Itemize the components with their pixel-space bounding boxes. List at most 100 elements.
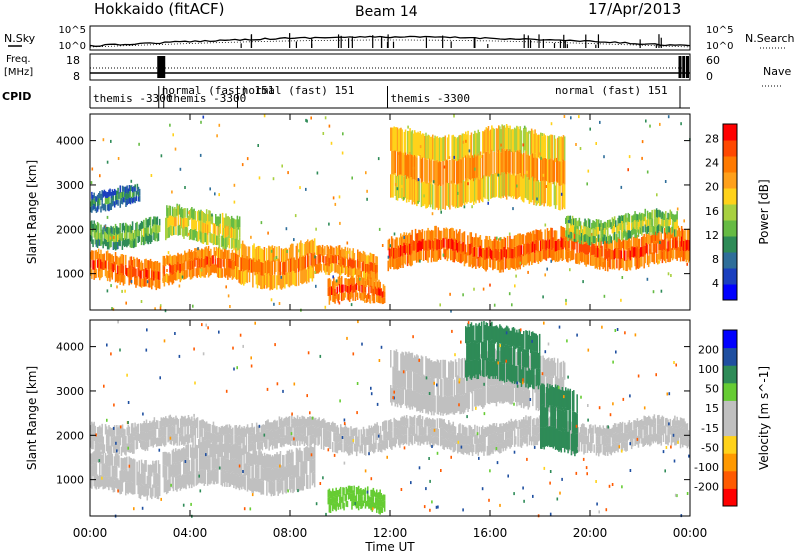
scatter-cell [400,184,403,188]
heatmap-cell [405,415,408,425]
heatmap-cell [254,248,256,262]
heatmap-cell [638,420,641,429]
heatmap-cell [198,439,200,449]
heatmap-cell [202,437,205,446]
heatmap-cell [199,211,201,221]
heatmap-cell [103,444,106,453]
heatmap-cell [359,268,361,277]
heatmap-cell [364,292,367,299]
heatmap-cell [156,216,159,225]
heatmap-cell [562,183,565,208]
heatmap-cell [542,239,544,250]
heatmap-cell [230,472,233,485]
heatmap-cell [433,160,435,184]
heatmap-cell [247,463,250,477]
heatmap-cell [527,425,530,435]
heatmap-cell [254,465,257,479]
heatmap-cell [526,429,528,438]
heatmap-cell [574,239,576,250]
heatmap-cell [495,423,498,433]
heatmap-cell [149,225,152,235]
heatmap-cell [120,197,123,204]
heatmap-cell [360,443,363,452]
heatmap-cell [310,252,312,266]
heatmap-cell [218,457,220,470]
heatmap-cell [667,419,669,429]
heatmap-cell [213,457,216,471]
heatmap-cell [477,237,479,248]
heatmap-cell [390,385,392,403]
heatmap-cell [443,247,445,258]
heatmap-cell [533,230,535,242]
heatmap-cell [185,418,188,427]
heatmap-cell [285,454,287,468]
heatmap-cell [352,293,354,301]
heatmap-cell [120,272,123,283]
heatmap-cell [328,266,331,276]
heatmap-cell [344,265,347,275]
heatmap-cell [433,251,435,262]
heatmap-cell [391,174,393,198]
heatmap-cell [668,229,670,241]
heatmap-cell [304,242,307,256]
heatmap-cell [132,458,135,471]
heatmap-cell [100,475,102,487]
heatmap-cell [487,151,490,177]
heatmap-cell [192,209,194,220]
heatmap-cell [393,126,395,151]
heatmap-cell [543,249,545,259]
heatmap-cell [153,232,155,240]
heatmap-cell [308,417,310,427]
nsearch-label: N.Search [745,32,795,45]
heatmap-cell [511,151,514,174]
heatmap-cell [618,440,620,449]
heatmap-cell [227,446,229,459]
heatmap-cell [372,281,375,289]
heatmap-cell [618,231,620,239]
scatter-cell [278,302,281,305]
heatmap-cell [335,426,338,436]
heatmap-cell [668,219,670,227]
heatmap-cell [280,248,283,263]
heatmap-cell [583,434,585,445]
heatmap-cell [103,189,106,197]
heatmap-cell [650,235,652,245]
heatmap-cell [223,267,226,277]
heatmap-cell [93,474,95,487]
heatmap-cell [417,233,419,243]
heatmap-cell [355,282,358,290]
heatmap-cell [180,475,183,489]
heatmap-cell [403,176,406,200]
heatmap-cell [146,269,149,280]
heatmap-cell [594,222,597,230]
heatmap-cell [520,428,523,439]
heatmap-cell [131,260,134,269]
heatmap-cell [101,465,103,476]
heatmap-cell [604,237,607,249]
heatmap-cell [623,222,625,231]
heatmap-cell [170,256,172,266]
heatmap-cell [214,258,217,266]
heatmap-cell [537,134,540,158]
heatmap-cell [502,432,505,442]
heatmap-cell [343,292,345,301]
heatmap-cell [437,138,440,163]
heatmap-cell [437,186,440,211]
heatmap-cell [95,196,98,202]
heatmap-cell [151,465,153,477]
scatter-cell [364,299,366,303]
heatmap-cell [145,233,147,242]
heatmap-cell [101,202,103,209]
heatmap-cell [636,235,639,247]
heatmap-cell [211,441,214,451]
heatmap-cell [487,126,490,152]
heatmap-cell [341,435,343,444]
heatmap-cell [395,385,398,405]
heatmap-cell [201,221,203,233]
heatmap-cell [554,185,557,209]
heatmap-cell [317,264,319,274]
heatmap-cell [116,465,118,478]
heatmap-cell [610,249,612,260]
heatmap-cell [180,207,183,218]
scatter-cell [649,245,652,249]
